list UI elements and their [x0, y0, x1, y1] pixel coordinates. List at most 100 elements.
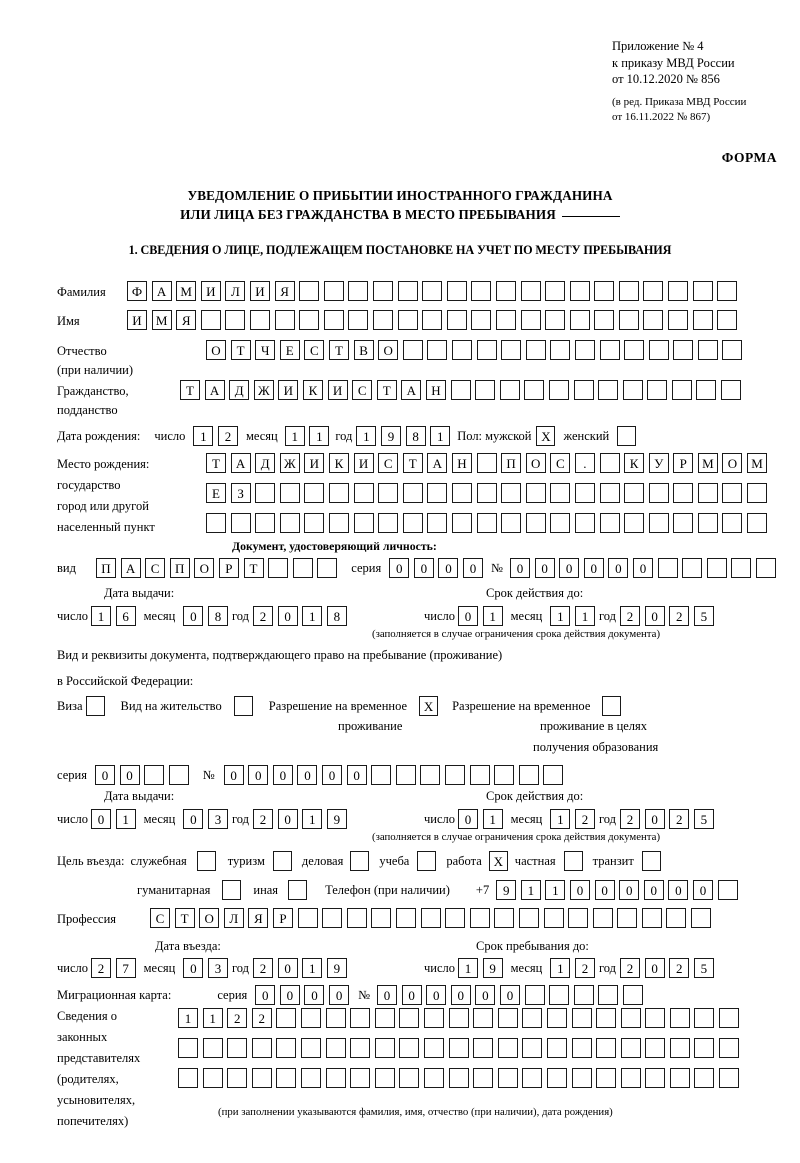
cell[interactable]: [545, 281, 566, 301]
cell[interactable]: [276, 1008, 297, 1028]
cell[interactable]: Т: [180, 380, 200, 400]
cell[interactable]: И: [249, 281, 270, 301]
cell[interactable]: 1: [309, 426, 330, 446]
cell[interactable]: Е: [206, 483, 226, 503]
cell[interactable]: 0: [426, 985, 447, 1005]
cell[interactable]: 2: [251, 1008, 272, 1028]
cell[interactable]: [548, 380, 569, 400]
cell[interactable]: [317, 558, 338, 578]
cell[interactable]: 1: [458, 958, 479, 978]
cell[interactable]: [518, 908, 539, 928]
cell[interactable]: [423, 1008, 444, 1028]
cell[interactable]: С: [150, 908, 170, 928]
cell[interactable]: [499, 380, 520, 400]
cell[interactable]: [427, 483, 448, 503]
cell[interactable]: [202, 1068, 223, 1088]
cell[interactable]: [571, 1038, 592, 1058]
cell[interactable]: [473, 1008, 494, 1028]
cell[interactable]: 9: [381, 426, 402, 446]
cell[interactable]: 0: [183, 606, 204, 626]
cell[interactable]: [495, 281, 516, 301]
cell[interactable]: [671, 380, 692, 400]
cell[interactable]: 2: [669, 606, 690, 626]
cell[interactable]: 5: [693, 809, 714, 829]
purpose-checkbox-2[interactable]: [350, 851, 370, 871]
cell[interactable]: П: [501, 453, 522, 473]
cell[interactable]: [476, 513, 497, 533]
cell[interactable]: [200, 310, 221, 330]
cell[interactable]: [673, 513, 694, 533]
cell[interactable]: 2: [620, 606, 641, 626]
cell[interactable]: О: [206, 340, 226, 360]
cell[interactable]: [276, 1068, 297, 1088]
cell[interactable]: К: [624, 453, 645, 473]
cell[interactable]: 3: [207, 809, 228, 829]
cell[interactable]: [168, 765, 189, 785]
cell[interactable]: 2: [620, 809, 641, 829]
cell[interactable]: [755, 558, 776, 578]
cell[interactable]: [598, 380, 619, 400]
cell[interactable]: [279, 483, 300, 503]
cell[interactable]: [420, 908, 441, 928]
cell[interactable]: [371, 908, 392, 928]
cell[interactable]: 0: [413, 558, 434, 578]
cell[interactable]: [446, 281, 467, 301]
cell[interactable]: 1: [482, 809, 503, 829]
cell[interactable]: 1: [482, 606, 503, 626]
cell[interactable]: Я: [274, 281, 295, 301]
cell[interactable]: [501, 340, 522, 360]
cell[interactable]: [599, 513, 620, 533]
cell[interactable]: Н: [425, 380, 446, 400]
cell[interactable]: [422, 281, 443, 301]
cell[interactable]: 0: [248, 765, 269, 785]
cell[interactable]: [473, 1038, 494, 1058]
cell[interactable]: Я: [248, 908, 269, 928]
cell[interactable]: [350, 851, 370, 871]
cell[interactable]: С: [352, 380, 373, 400]
cell[interactable]: М: [151, 310, 172, 330]
cell[interactable]: [706, 558, 727, 578]
cell[interactable]: [378, 483, 399, 503]
cell[interactable]: [325, 1068, 346, 1088]
cell[interactable]: 1: [91, 606, 112, 626]
cell[interactable]: [525, 483, 546, 503]
cell[interactable]: [545, 310, 566, 330]
cell[interactable]: [469, 908, 490, 928]
cell[interactable]: [620, 1068, 641, 1088]
cell[interactable]: [451, 513, 472, 533]
cell[interactable]: К: [302, 380, 323, 400]
cell[interactable]: [722, 340, 743, 360]
cell[interactable]: Д: [229, 380, 250, 400]
cell[interactable]: 1: [193, 426, 214, 446]
cell[interactable]: А: [204, 380, 225, 400]
cell[interactable]: 0: [570, 880, 590, 900]
cell[interactable]: А: [151, 281, 172, 301]
cell[interactable]: П: [169, 558, 190, 578]
cell[interactable]: В: [353, 340, 374, 360]
cell[interactable]: 1: [178, 1008, 198, 1028]
cell[interactable]: 1: [202, 1008, 223, 1028]
cell[interactable]: 0: [509, 558, 530, 578]
cell[interactable]: [501, 483, 522, 503]
cell[interactable]: [402, 513, 423, 533]
cell[interactable]: [668, 281, 689, 301]
cell[interactable]: [719, 1008, 740, 1028]
cell[interactable]: 0: [322, 765, 343, 785]
cell[interactable]: [694, 1068, 715, 1088]
cell[interactable]: [423, 1068, 444, 1088]
cell[interactable]: 0: [458, 606, 479, 626]
cell[interactable]: [225, 310, 246, 330]
cell[interactable]: [550, 483, 571, 503]
cell[interactable]: [622, 380, 643, 400]
cell[interactable]: [696, 380, 717, 400]
legal-row-2-cells[interactable]: [178, 1038, 740, 1058]
cell[interactable]: [524, 380, 545, 400]
cell[interactable]: 2: [669, 958, 690, 978]
cell[interactable]: 0: [377, 985, 397, 1005]
cell[interactable]: Ч: [255, 340, 276, 360]
